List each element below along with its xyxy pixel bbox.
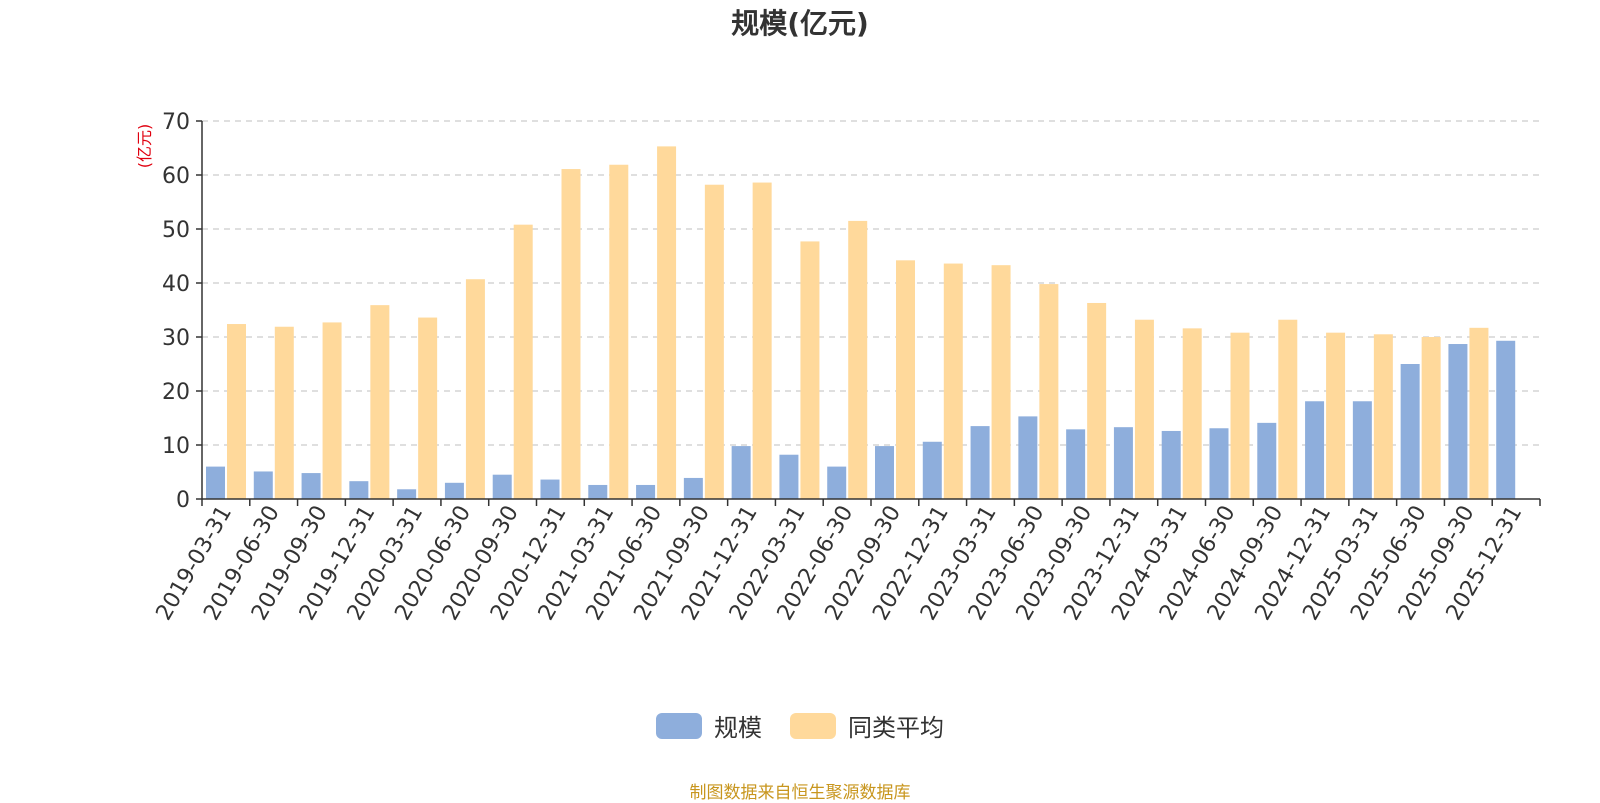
legend-swatch-peer-average [790, 712, 836, 739]
bar-scale[interactable] [875, 446, 894, 499]
bar-scale[interactable] [779, 454, 799, 499]
y-tick-label: 50 [162, 218, 190, 243]
bar-scale[interactable] [206, 466, 225, 499]
bar-scale[interactable] [253, 471, 273, 499]
bar-peer-average[interactable] [227, 324, 246, 499]
bar-peer-average[interactable] [1087, 302, 1107, 499]
data-source-note: 制图数据来自恒生聚源数据库 [689, 783, 911, 803]
bar-peer-average[interactable] [1134, 319, 1154, 499]
bar-peer-average[interactable] [1469, 327, 1489, 499]
bar-scale[interactable] [1257, 422, 1277, 499]
bar-scale[interactable] [588, 484, 608, 499]
bar-peer-average[interactable] [609, 164, 629, 500]
y-tick-label: 30 [162, 326, 190, 351]
legend: 规模 同类平均 [0, 708, 1600, 743]
bar-peer-average[interactable] [1230, 332, 1250, 499]
bar-peer-average[interactable] [561, 169, 581, 499]
bar-scale[interactable] [1352, 401, 1372, 499]
bar-peer-average[interactable] [943, 263, 963, 499]
bar-scale[interactable] [970, 426, 990, 499]
bar-scale[interactable] [1448, 344, 1468, 499]
y-tick-label: 60 [162, 164, 190, 189]
bar-peer-average[interactable] [848, 220, 868, 499]
bar-peer-average[interactable] [1421, 337, 1441, 499]
legend-swatch-scale [656, 712, 702, 739]
bar-scale[interactable] [1066, 429, 1086, 499]
bar-peer-average[interactable] [704, 184, 724, 499]
legend-label-scale: 规模 [714, 714, 762, 742]
bar-peer-average[interactable] [1373, 334, 1393, 499]
legend-item-scale[interactable]: 规模 [656, 708, 762, 743]
bars [206, 146, 1516, 500]
legend-item-peer-average[interactable]: 同类平均 [790, 708, 944, 743]
y-tick-label: 70 [162, 110, 190, 135]
bar-peer-average[interactable] [991, 265, 1011, 499]
axis-labels: 010203040506070(亿元)2019-03-312019-06-302… [135, 110, 1527, 625]
bar-peer-average[interactable] [274, 326, 294, 499]
bar-peer-average[interactable] [465, 279, 485, 499]
bar-peer-average[interactable] [657, 146, 677, 499]
bar-scale[interactable] [444, 482, 464, 499]
bar-peer-average[interactable] [370, 305, 390, 499]
bar-scale[interactable] [540, 479, 560, 499]
y-axis-label: (亿元) [135, 124, 154, 169]
axes [196, 120, 1541, 506]
bar-peer-average[interactable] [1326, 332, 1346, 499]
y-tick-label: 0 [176, 488, 190, 513]
bar-peer-average[interactable] [896, 260, 915, 499]
bar-scale[interactable] [731, 446, 751, 499]
chart-title: 规模(亿元) [731, 7, 869, 40]
bar-peer-average[interactable] [800, 241, 820, 500]
bar-scale[interactable] [1496, 340, 1516, 499]
bar-scale[interactable] [1305, 401, 1325, 499]
bar-scale[interactable] [1209, 428, 1229, 499]
bar-scale[interactable] [1400, 364, 1420, 499]
bar-peer-average[interactable] [1039, 284, 1059, 499]
bar-scale[interactable] [827, 466, 847, 499]
bar-peer-average[interactable] [322, 322, 342, 499]
bar-scale[interactable] [349, 481, 369, 499]
bar-peer-average[interactable] [513, 224, 533, 499]
bar-scale[interactable] [922, 441, 942, 499]
y-tick-label: 40 [162, 272, 190, 297]
legend-label-peer-average: 同类平均 [848, 714, 944, 742]
bar-scale[interactable] [636, 484, 656, 499]
bar-scale[interactable] [1113, 427, 1133, 499]
y-tick-label: 20 [162, 380, 190, 405]
bar-scale[interactable] [301, 473, 321, 499]
bar-peer-average[interactable] [752, 182, 772, 499]
bar-scale[interactable] [683, 477, 703, 499]
bar-scale[interactable] [492, 474, 512, 499]
bar-peer-average[interactable] [1278, 319, 1298, 499]
bar-scale[interactable] [397, 489, 417, 499]
bar-scale[interactable] [1018, 416, 1038, 499]
y-tick-label: 10 [162, 434, 190, 459]
bar-scale[interactable] [1161, 430, 1181, 499]
bar-peer-average[interactable] [1182, 328, 1202, 499]
bar-peer-average[interactable] [418, 317, 438, 499]
